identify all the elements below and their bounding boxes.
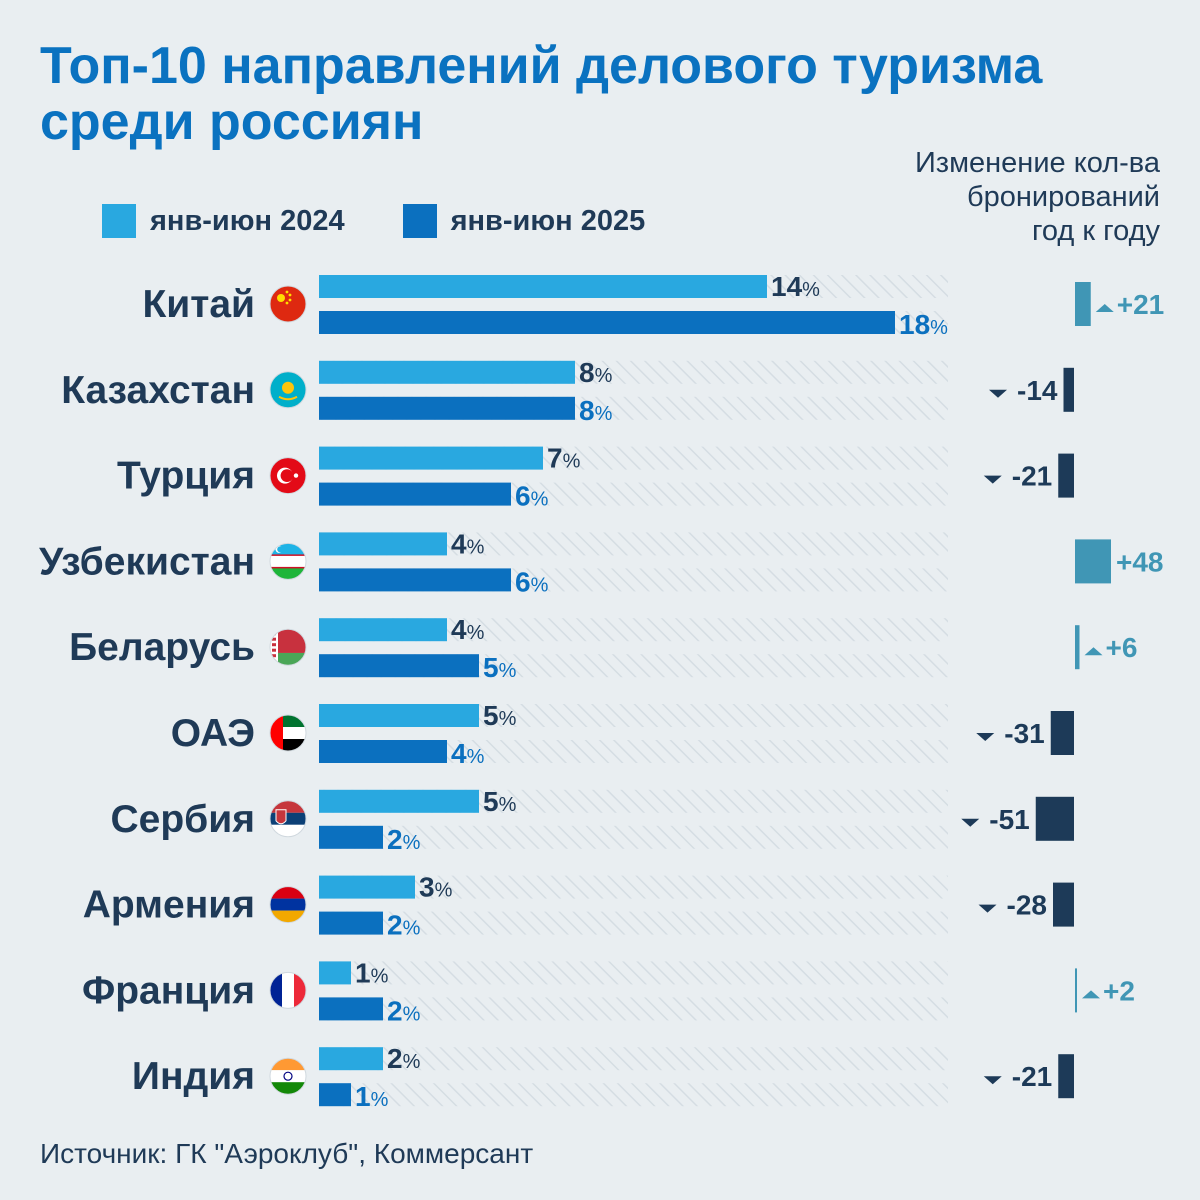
track-2024-uzbekistan	[319, 532, 948, 556]
title-line-2: среди россиян	[40, 93, 424, 151]
bar-2025-serbia	[319, 825, 383, 849]
bar-2025-armenia	[319, 911, 383, 935]
legend-item-2024: янв-июн 2024	[102, 204, 345, 238]
title-line-1: Топ-10 направлений делового туризма	[40, 37, 1043, 95]
bar-2025-france	[319, 997, 383, 1021]
track-2024-armenia	[319, 875, 948, 899]
bar-2025-uae	[319, 740, 447, 763]
change-bar-serbia	[1035, 796, 1074, 841]
arrow-down-icon	[976, 733, 995, 741]
change-label-turkey: -21	[1012, 461, 1052, 492]
value-label-2025-china: 18%	[899, 309, 948, 340]
change-label-china: +21	[1117, 289, 1165, 320]
bar-2024-china	[319, 275, 767, 298]
bar-2024-kazakhstan	[319, 360, 575, 384]
country-label-uzbekistan: Узбекистан	[39, 540, 255, 583]
bar-2024-india	[319, 1047, 383, 1071]
track-2024-india	[319, 1047, 948, 1071]
change-bar-france	[1075, 968, 1077, 1013]
change-bar-belarus	[1075, 625, 1080, 670]
country-label-turkey: Турция	[117, 455, 255, 498]
track-2024-france	[319, 961, 948, 985]
change-caption-line-2: бронирований	[967, 181, 1160, 213]
chart-title: Топ-10 направлений делового туризма сред…	[40, 38, 1160, 150]
change-caption-line-3: год к году	[1031, 215, 1160, 247]
change-bar-kazakhstan	[1063, 367, 1074, 412]
legend-label-2025: янв-июн 2025	[450, 204, 646, 237]
bar-2025-kazakhstan	[319, 396, 575, 420]
change-bar-armenia	[1053, 882, 1074, 927]
bar-2024-uae	[319, 704, 479, 727]
bar-2025-china	[319, 311, 895, 334]
value-label-2025-belarus: 5%	[483, 652, 517, 683]
change-label-serbia: -51	[989, 804, 1029, 835]
change-label-uae: -31	[1004, 718, 1044, 749]
change-label-india: -21	[1012, 1061, 1052, 1092]
bar-2024-turkey	[319, 446, 543, 470]
country-label-france: Франция	[82, 969, 255, 1012]
change-caption-line-1: Изменение кол-ва	[914, 147, 1160, 179]
track-2025-armenia	[319, 911, 948, 935]
arrow-down-icon	[978, 904, 997, 913]
country-label-india: Индия	[132, 1055, 255, 1098]
track-2025-india	[319, 1083, 948, 1107]
legend-swatch-2024	[102, 204, 136, 238]
track-2025-uae	[319, 740, 948, 763]
bar-2025-india	[319, 1083, 351, 1107]
country-label-belarus: Беларусь	[69, 626, 255, 669]
serbia-flag-icon	[269, 800, 307, 838]
bar-2025-turkey	[319, 482, 511, 506]
armenia-flag-icon	[269, 886, 307, 924]
bar-2024-serbia	[319, 789, 479, 813]
arrow-up-icon	[1084, 647, 1103, 656]
turkey-flag-icon	[269, 457, 307, 495]
change-bar-turkey	[1058, 453, 1074, 498]
arrow-down-icon	[989, 389, 1007, 398]
legend: янв-июн 2024 янв-июн 2025	[102, 204, 703, 238]
track-2025-serbia	[319, 825, 948, 849]
change-bar-india	[1058, 1054, 1074, 1099]
arrow-down-icon	[983, 1076, 1002, 1085]
track-2025-france	[319, 997, 948, 1021]
country-label-serbia: Сербия	[111, 798, 256, 841]
belarus-flag-icon	[269, 628, 307, 666]
change-caption: Изменение кол-ва бронирований год к году	[840, 146, 1160, 248]
uzbekistan-flag-icon	[269, 542, 307, 580]
india-flag-icon	[269, 1057, 307, 1095]
bar-2024-armenia	[319, 875, 415, 899]
arrow-down-icon	[983, 475, 1002, 484]
china-flag-icon	[269, 285, 307, 323]
change-label-uzbekistan: +48	[1116, 546, 1164, 577]
legend-item-2025: янв-июн 2025	[402, 204, 646, 238]
country-label-armenia: Армения	[83, 884, 255, 927]
change-label-france: +2	[1103, 975, 1135, 1006]
change-label-kazakhstan: -14	[1017, 375, 1058, 406]
bar-2024-france	[319, 961, 351, 985]
bar-2024-belarus	[319, 618, 447, 642]
value-label-2024-serbia: 5%	[483, 786, 517, 817]
bar-2024-uzbekistan	[319, 532, 447, 556]
legend-swatch-2025	[402, 204, 437, 238]
source-note: Источник: ГК "Аэроклуб", Коммерсант	[40, 1138, 534, 1169]
bar-2025-belarus	[319, 654, 479, 678]
bar-2025-uzbekistan	[319, 568, 511, 592]
country-label-china: Китай	[142, 283, 255, 326]
arrow-down-icon	[961, 818, 980, 827]
uae-flag-icon	[269, 714, 307, 752]
legend-label-2024: янв-июн 2024	[150, 204, 345, 237]
track-2024-belarus	[319, 618, 948, 642]
change-label-belarus: +6	[1106, 632, 1138, 663]
arrow-up-icon	[1095, 304, 1114, 312]
change-bar-uae	[1050, 711, 1074, 755]
change-bar-china	[1075, 282, 1091, 326]
arrow-up-icon	[1082, 990, 1100, 999]
country-label-kazakhstan: Казахстан	[61, 369, 255, 412]
change-bar-uzbekistan	[1075, 539, 1111, 584]
change-label-armenia: -28	[1007, 890, 1047, 921]
country-label-uae: ОАЭ	[171, 712, 255, 755]
kazakhstan-flag-icon	[269, 371, 307, 409]
france-flag-icon	[269, 971, 307, 1009]
